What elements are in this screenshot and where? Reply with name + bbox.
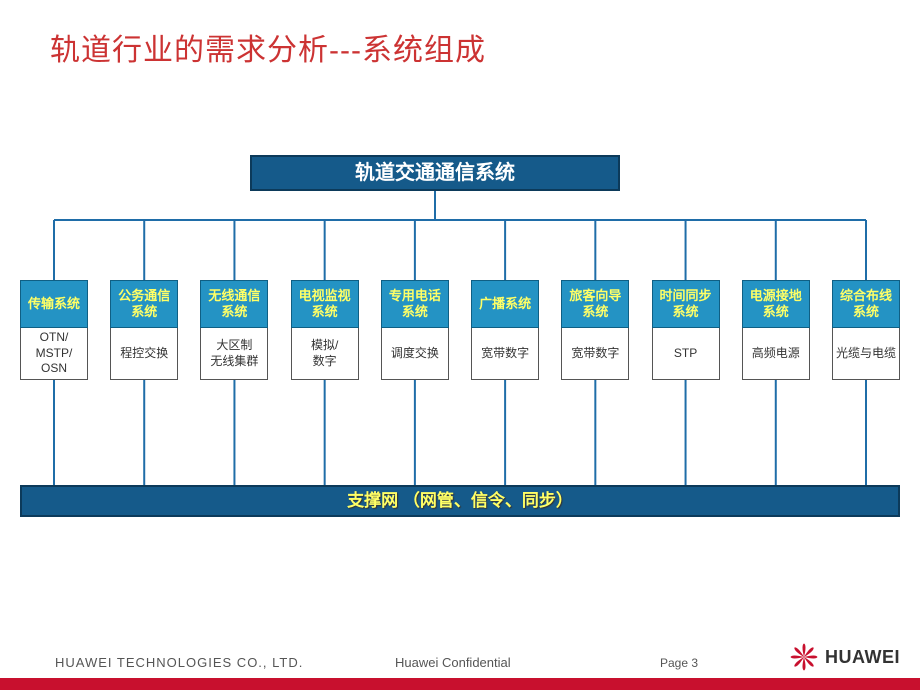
column-head: 旅客向导系统 [561,280,629,328]
diagram-column: 传输系统OTN/MSTP/OSN [20,280,88,380]
diagram-column: 综合布线系统光缆与电缆 [832,280,900,380]
footer-red-bar [0,678,920,690]
column-body: 高频电源 [742,328,810,380]
column-head: 传输系统 [20,280,88,328]
column-head: 广播系统 [471,280,539,328]
org-diagram: 轨道交通通信系统 传输系统OTN/MSTP/OSN 公务通信系统程控交换无线通信系… [20,155,900,535]
huawei-logo: HUAWEI [789,642,900,672]
column-head: 时间同步系统 [652,280,720,328]
footer-page-number: Page 3 [660,656,698,670]
diagram-column: 公务通信系统程控交换 [110,280,178,380]
footer-company: HUAWEI TECHNOLOGIES CO., LTD. [55,655,303,670]
column-head: 电源接地系统 [742,280,810,328]
column-body: 光缆与电缆 [832,328,900,380]
column-body: 调度交换 [381,328,449,380]
column-head: 公务通信系统 [110,280,178,328]
huawei-logo-text: HUAWEI [825,647,900,668]
column-body: 宽带数字 [561,328,629,380]
slide-title: 轨道行业的需求分析---系统组成 [50,25,486,69]
column-body: 宽带数字 [471,328,539,380]
column-body: STP [652,328,720,380]
diagram-column: 电视监视系统模拟/数字 [291,280,359,380]
column-body: 程控交换 [110,328,178,380]
diagram-bottom-box: 支撑网 （网管、信令、同步） [20,485,900,517]
slide-footer: HUAWEI TECHNOLOGIES CO., LTD. Huawei Con… [0,630,920,690]
diagram-column: 旅客向导系统宽带数字 [561,280,629,380]
huawei-logo-icon [789,642,819,672]
column-head: 综合布线系统 [832,280,900,328]
column-head: 电视监视系统 [291,280,359,328]
diagram-column: 专用电话系统调度交换 [381,280,449,380]
column-head: 无线通信系统 [200,280,268,328]
diagram-column: 电源接地系统高频电源 [742,280,810,380]
diagram-column: 广播系统宽带数字 [471,280,539,380]
diagram-column: 时间同步系统STP [652,280,720,380]
column-body: OTN/MSTP/OSN [20,328,88,380]
diagram-root-box: 轨道交通通信系统 [250,155,620,191]
column-body: 模拟/数字 [291,328,359,380]
column-body: 大区制无线集群 [200,328,268,380]
footer-confidential: Huawei Confidential [395,655,511,670]
column-head: 专用电话系统 [381,280,449,328]
diagram-column: 无线通信系统大区制无线集群 [200,280,268,380]
